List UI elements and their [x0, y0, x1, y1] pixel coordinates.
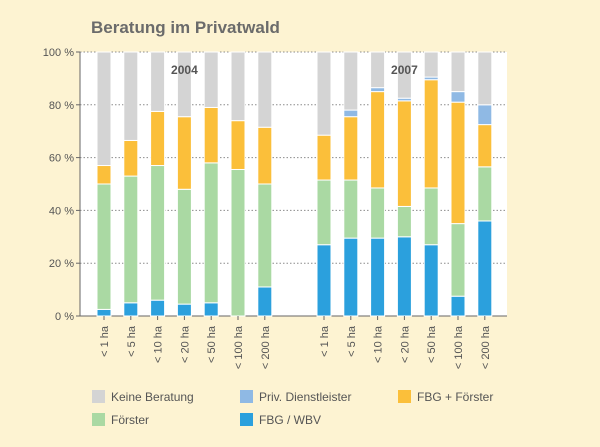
- bar-0-1-keine-beratung: [123, 51, 139, 141]
- legend-swatch-fbg-wbv: [240, 413, 253, 426]
- x-category-label: < 20 ha: [179, 325, 191, 363]
- legend-swatch-priv-dienstleister: [240, 390, 253, 403]
- bar-1-5-förster: [450, 223, 466, 297]
- bar-0-1-förster: [123, 175, 139, 304]
- bar-1-6-keine-beratung: [477, 51, 493, 106]
- legend-label-fbg-wbv: FBG / WBV: [259, 413, 321, 427]
- legend-swatch-keine-beratung: [92, 390, 105, 403]
- x-category-label: < 1 ha: [319, 325, 331, 357]
- x-category-label: < 10 ha: [373, 325, 385, 363]
- bar-0-4-fbg-förster: [203, 106, 219, 164]
- x-category-label: < 200 ha: [260, 325, 272, 369]
- bar-1-1-priv-dienstleister: [343, 109, 359, 118]
- bar-1-6-fbg-förster: [477, 124, 493, 168]
- bar-0-0-keine-beratung: [96, 51, 112, 167]
- bar-1-6-förster: [477, 166, 493, 222]
- bar-0-0-fbg-förster: [96, 165, 112, 185]
- legend-swatch-fbg-förster: [398, 390, 411, 403]
- y-tick-label: 40 %: [49, 205, 74, 217]
- legend-label-förster: Förster: [111, 413, 149, 427]
- bar-1-3-fbg-förster: [396, 100, 412, 207]
- bar-1-0-förster: [316, 179, 332, 246]
- bar-1-5-fbg-förster: [450, 101, 466, 225]
- legend-label-priv-dienstleister: Priv. Dienstleister: [259, 390, 351, 404]
- bar-0-1-fbg-wbv: [123, 302, 139, 317]
- x-category-label: < 50 ha: [426, 325, 438, 363]
- bar-0-3-förster: [176, 188, 192, 305]
- bar-1-0-fbg-förster: [316, 134, 332, 181]
- group-label-2007: 2007: [391, 63, 418, 77]
- bar-0-0-fbg-wbv: [96, 308, 112, 317]
- bar-0-4-keine-beratung: [203, 51, 219, 108]
- group-label-2004: 2004: [171, 63, 198, 77]
- y-tick-label: 60 %: [49, 153, 74, 165]
- bar-0-1-fbg-förster: [123, 139, 139, 177]
- bar-1-4-keine-beratung: [423, 51, 439, 78]
- bar-1-4-förster: [423, 187, 439, 246]
- x-category-label: < 100 ha: [453, 325, 465, 369]
- y-tick-label: 80 %: [49, 100, 74, 112]
- bar-1-3-keine-beratung: [396, 51, 412, 99]
- bar-0-5-fbg-förster: [230, 120, 246, 170]
- bar-1-2-förster: [370, 187, 386, 239]
- bar-0-4-förster: [203, 162, 219, 304]
- bar-0-6-fbg-wbv: [257, 286, 273, 317]
- bar-0-3-fbg-förster: [176, 116, 192, 190]
- bar-1-0-fbg-wbv: [316, 244, 332, 317]
- bar-1-4-fbg-förster: [423, 79, 439, 189]
- bar-1-2-fbg-förster: [370, 91, 386, 189]
- bar-1-5-priv-dienstleister: [450, 91, 466, 103]
- x-category-label: < 5 ha: [126, 325, 138, 357]
- bar-0-3-keine-beratung: [176, 51, 192, 118]
- bar-1-4-fbg-wbv: [423, 244, 439, 317]
- bar-0-4-fbg-wbv: [203, 302, 219, 317]
- bar-1-2-priv-dienstleister: [370, 87, 386, 93]
- legend-label-fbg-förster: FBG + Förster: [417, 390, 493, 404]
- bar-1-1-keine-beratung: [343, 51, 359, 111]
- legend-label-keine-beratung: Keine Beratung: [111, 390, 194, 404]
- bar-1-2-fbg-wbv: [370, 237, 386, 317]
- bar-1-0-keine-beratung: [316, 51, 332, 136]
- y-tick-label: 20 %: [49, 258, 74, 270]
- bar-1-5-keine-beratung: [450, 51, 466, 93]
- x-category-label: < 10 ha: [153, 325, 165, 363]
- x-category-label: < 200 ha: [480, 325, 492, 369]
- bar-0-2-keine-beratung: [150, 51, 166, 112]
- bar-0-0-förster: [96, 183, 112, 310]
- x-category-label: < 50 ha: [206, 325, 218, 363]
- bar-0-2-förster: [150, 165, 166, 301]
- bar-0-2-fbg-förster: [150, 110, 166, 167]
- bar-0-2-fbg-wbv: [150, 299, 166, 317]
- bar-1-1-förster: [343, 179, 359, 239]
- bar-1-5-fbg-wbv: [450, 295, 466, 317]
- plot-area: [80, 52, 507, 316]
- bar-0-6-förster: [257, 183, 273, 288]
- bar-0-5-keine-beratung: [230, 51, 246, 122]
- bar-1-6-priv-dienstleister: [477, 104, 493, 126]
- bar-1-1-fbg-förster: [343, 116, 359, 181]
- x-category-label: < 100 ha: [233, 325, 245, 369]
- x-category-label: < 5 ha: [346, 325, 358, 357]
- legend-swatch-förster: [92, 413, 105, 426]
- bar-1-1-fbg-wbv: [343, 237, 359, 317]
- bar-1-3-förster: [396, 205, 412, 238]
- chart-title: Beratung im Privatwald: [91, 18, 280, 37]
- bar-0-6-fbg-förster: [257, 126, 273, 185]
- x-category-label: < 1 ha: [99, 325, 111, 357]
- bar-0-6-keine-beratung: [257, 51, 273, 128]
- bar-1-6-fbg-wbv: [477, 220, 493, 317]
- y-tick-label: 100 %: [43, 47, 74, 59]
- y-tick-label: 0 %: [55, 311, 74, 323]
- bar-0-5-förster: [230, 168, 246, 317]
- x-category-label: < 20 ha: [399, 325, 411, 363]
- bar-0-3-fbg-wbv: [176, 303, 192, 317]
- bar-1-3-fbg-wbv: [396, 236, 412, 317]
- bar-1-2-keine-beratung: [370, 51, 386, 89]
